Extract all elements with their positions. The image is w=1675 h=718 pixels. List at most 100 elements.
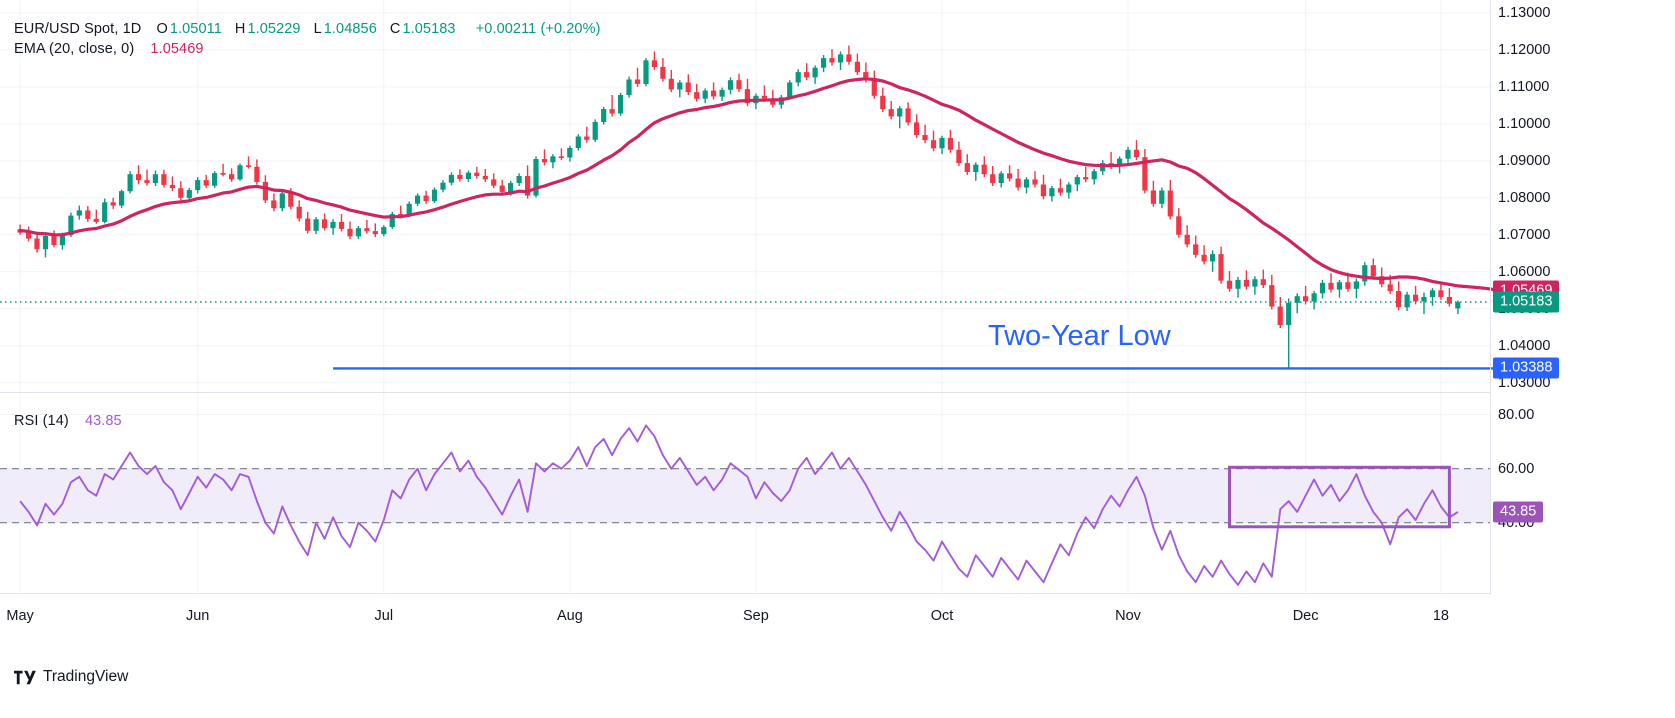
candle-body — [423, 195, 429, 202]
candle-body — [1303, 296, 1309, 302]
candle-body — [1184, 234, 1190, 245]
candle-body — [1362, 265, 1368, 282]
symbol-label[interactable]: EUR/USD Spot, 1D — [14, 21, 142, 37]
candle-body — [389, 214, 395, 227]
rsi-pane[interactable] — [0, 393, 1675, 593]
candle-body — [415, 195, 421, 204]
candle-body — [1429, 290, 1436, 297]
candle-body — [186, 190, 192, 198]
time-tick-label: Nov — [1115, 608, 1141, 624]
candle-body — [482, 176, 488, 180]
candle-body — [381, 227, 387, 235]
candle-body — [795, 72, 801, 83]
candle-body — [897, 108, 903, 117]
time-tick-label: Jun — [185, 608, 210, 624]
candle-body — [161, 174, 167, 185]
candle-body — [119, 191, 125, 206]
candle-series[interactable] — [17, 45, 1461, 369]
price-tick-label: 1.04000 — [1498, 337, 1551, 354]
candle-body — [1404, 294, 1410, 308]
candle-body — [1218, 254, 1224, 281]
candle-body — [1074, 177, 1080, 185]
candle-body — [76, 210, 82, 216]
candle-body — [1379, 276, 1385, 285]
candle-body — [135, 174, 142, 181]
time-tick-label: Oct — [930, 608, 954, 624]
two-year-low-annotation[interactable]: Two-Year Low — [988, 320, 1171, 352]
candle-body — [829, 58, 835, 63]
change-label: +0.00211 (+0.20%) — [475, 21, 601, 37]
candle-body — [68, 215, 74, 236]
candle-body — [85, 210, 91, 219]
candle-body — [880, 95, 886, 110]
price-tick-label: 1.12000 — [1498, 41, 1551, 58]
candle-body — [567, 147, 573, 158]
candle-body — [1269, 285, 1275, 307]
candle-body — [1319, 282, 1326, 294]
rsi-label[interactable]: RSI (14) — [14, 413, 69, 429]
candle-body — [1150, 190, 1156, 204]
ema-legend[interactable]: EMA (20, close, 0) 1.05469 — [14, 41, 206, 57]
last-price-tag[interactable]: 1.05183 — [1493, 291, 1560, 313]
price-pane[interactable] — [0, 0, 1675, 392]
candle-body — [440, 182, 446, 190]
pane-separator[interactable] — [0, 392, 1490, 393]
ohlc-values: O 1.05011 H 1.05229 L 1.04856 C 1.05183 — [147, 21, 469, 37]
candle-body — [1133, 149, 1140, 158]
candle-body — [195, 180, 201, 191]
rsi-consolidation-box[interactable] — [1228, 465, 1451, 529]
price-chart-canvas[interactable] — [0, 0, 1675, 392]
candle-body — [1226, 280, 1233, 289]
candle-body — [922, 135, 928, 141]
support-tag[interactable]: 1.03388 — [1493, 357, 1560, 379]
candle-body — [254, 166, 260, 182]
candle-body — [1032, 179, 1038, 185]
rsi-tag[interactable]: 43.85 — [1493, 501, 1544, 523]
candle-body — [871, 79, 877, 96]
candle-body — [1167, 190, 1173, 217]
candle-body — [668, 78, 674, 90]
candle-body — [330, 221, 336, 229]
candle-body — [1260, 279, 1266, 286]
rsi-tick-label: 60.00 — [1498, 460, 1535, 477]
candle-body — [981, 164, 987, 175]
ohlc-h: H 1.05229 — [234, 21, 301, 37]
candle-body — [1125, 149, 1131, 159]
candle-body — [110, 202, 116, 206]
candle-body — [1438, 290, 1444, 297]
rsi-legend[interactable]: RSI (14) 43.85 — [14, 413, 124, 429]
price-tick-label: 1.10000 — [1498, 115, 1551, 132]
tradingview-logo[interactable]: TradingView — [14, 668, 128, 686]
price-legend[interactable]: EUR/USD Spot, 1D O 1.05011 H 1.05229 L 1.0485… — [14, 21, 603, 37]
candle-body — [1370, 265, 1376, 277]
candle-body — [1066, 184, 1072, 193]
price-tick-label: 1.06000 — [1498, 263, 1551, 280]
ohlc-o: O 1.05011 — [156, 21, 222, 37]
candle-body — [127, 174, 133, 192]
ema-label[interactable]: EMA (20, close, 0) — [14, 41, 135, 57]
candle-body — [609, 109, 615, 114]
candle-body — [474, 172, 480, 176]
rsi-line[interactable] — [19, 424, 1459, 586]
candle-body — [465, 172, 471, 179]
candle-body — [837, 54, 844, 63]
candle-body — [372, 231, 378, 235]
rsi-chart-canvas[interactable] — [0, 393, 1675, 593]
candle-body — [491, 179, 497, 186]
candle-body — [1057, 188, 1063, 193]
candle-body — [1328, 282, 1334, 290]
candle-body — [685, 82, 691, 93]
candle-body — [152, 174, 158, 184]
candle-body — [1023, 179, 1030, 188]
ohlc-c: C 1.05183 — [389, 21, 456, 37]
candle-body — [499, 185, 505, 192]
candle-body — [998, 173, 1004, 183]
time-scale[interactable]: May Jun Jul Aug Sep Oct Nov Dec 18 — [0, 594, 1675, 640]
candle-body — [744, 89, 750, 104]
candle-body — [338, 221, 345, 229]
candle-body — [1345, 282, 1351, 289]
candle-body — [406, 203, 412, 216]
ema-line[interactable] — [18, 77, 1502, 293]
candle-body — [355, 228, 361, 237]
candle-body — [770, 98, 776, 105]
